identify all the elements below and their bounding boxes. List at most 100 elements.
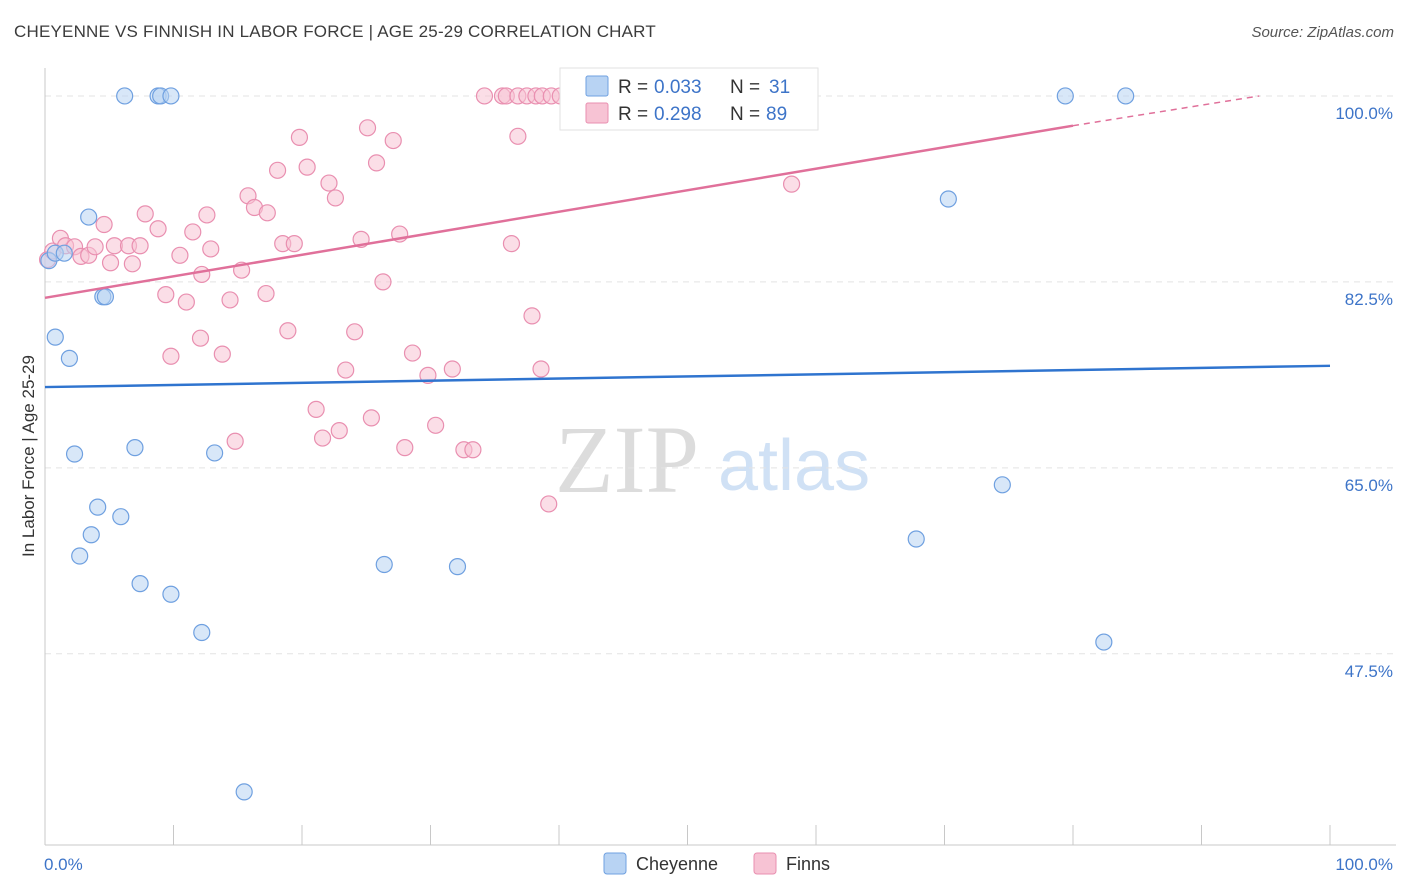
cheyenne-point [96,288,114,306]
correlation-legend: R = 0.033 N = 31 R = 0.298 N = 89 [559,67,819,131]
cheyenne-point [131,575,149,593]
trendlines [44,95,1331,389]
finns-trendline-extension [1072,95,1260,127]
cheyenne-point [60,349,79,367]
finns-point [337,361,355,379]
finns-point [184,223,202,241]
cheyenne-point [55,244,73,262]
cheyenne-point [1117,87,1135,105]
finns-point [149,220,167,238]
cheyenne-point [162,585,180,603]
finns-point [131,237,149,255]
finns-point [198,206,216,224]
x-tick-label-max: 100.0% [1335,855,1393,874]
cheyenne-point [71,547,89,565]
finns-point [523,307,541,325]
finns-point [213,345,231,363]
finns-point [307,400,325,418]
cheyenne-point [162,87,180,105]
series-legend-swatch-cheyenne [603,852,627,875]
x-tick-label-min: 0.0% [44,855,83,874]
finns-point [475,87,494,105]
source-credit: Source: ZipAtlas.com [1251,24,1394,41]
watermark-zip: ZIP [555,406,699,513]
series-legend: Cheyenne Finns [603,852,830,875]
watermark-atlas: atlas [718,426,870,506]
series-legend-swatch-finns [753,852,777,875]
legend-r-value-cheyenne: 0.033 [654,77,702,98]
finns-point [123,255,141,273]
finns-point [101,254,120,272]
y-tick-label: 47.5% [1345,662,1393,681]
chart-title: CHEYENNE VS FINNISH IN LABOR FORCE | AGE… [14,22,656,41]
cheyenne-point [46,328,64,346]
cheyenne-point [1095,633,1113,651]
x-axis-ticks [173,825,1331,845]
finns-point [202,240,220,258]
finns-point [346,323,364,341]
finns-point [443,360,461,378]
cheyenne-points [40,87,1135,801]
finns-point [419,366,437,384]
finns-point [540,495,558,513]
y-tick-labels: 100.0% 82.5% 65.0% 47.5% [1335,104,1393,681]
y-axis-title: In Labor Force | Age 25-29 [19,355,38,557]
finns-point [298,158,316,176]
finns-point [258,204,276,222]
finns-point [95,215,113,234]
finns-point [193,265,211,284]
cheyenne-point [89,498,107,516]
legend-r-value-finns: 0.298 [654,104,702,125]
finns-point [396,439,414,457]
cheyenne-point [82,526,100,544]
finns-point [157,286,175,304]
cheyenne-point [80,208,98,226]
finns-point [330,422,348,440]
cheyenne-point [939,190,957,208]
cheyenne-point [126,439,144,457]
finns-point [313,429,332,447]
cheyenne-point [112,508,130,526]
cheyenne-point [993,476,1011,494]
series-legend-label-cheyenne: Cheyenne [636,854,718,874]
finns-point [384,131,402,150]
cheyenne-point [116,87,134,105]
cheyenne-point [65,445,84,463]
series-legend-label-finns: Finns [786,854,830,874]
finns-point [171,246,189,264]
cheyenne-point [375,555,393,574]
legend-n-label-cheyenne: N = [730,77,760,98]
finns-point [191,329,210,347]
finns-point [403,344,422,362]
finns-point [221,291,239,309]
finns-point [509,127,527,145]
finns-trendline [44,124,1074,300]
finns-point [374,273,392,291]
cheyenne-point [448,558,467,576]
legend-swatch-cheyenne [585,75,609,97]
finns-point [326,189,345,207]
finns-point [464,441,482,459]
finns-point [782,175,801,193]
cheyenne-point [1056,87,1074,105]
finns-point [257,284,275,303]
finns-point [136,205,154,223]
finns-point [86,238,104,256]
legend-r-label-finns: R = [618,104,648,125]
finns-point [320,174,338,192]
finns-point [226,432,244,450]
cheyenne-point [907,530,925,548]
y-tick-label: 65.0% [1345,476,1393,495]
finns-point [285,235,303,253]
finns-point [358,119,377,137]
finns-point [362,409,380,427]
finns-point [268,161,287,179]
y-tick-label: 100.0% [1335,104,1393,123]
finns-point [502,235,521,253]
finns-point [290,128,309,146]
legend-n-value-finns: 89 [766,104,787,125]
cheyenne-point [235,783,253,801]
legend-r-label-cheyenne: R = [618,77,648,98]
finns-point [532,360,550,378]
